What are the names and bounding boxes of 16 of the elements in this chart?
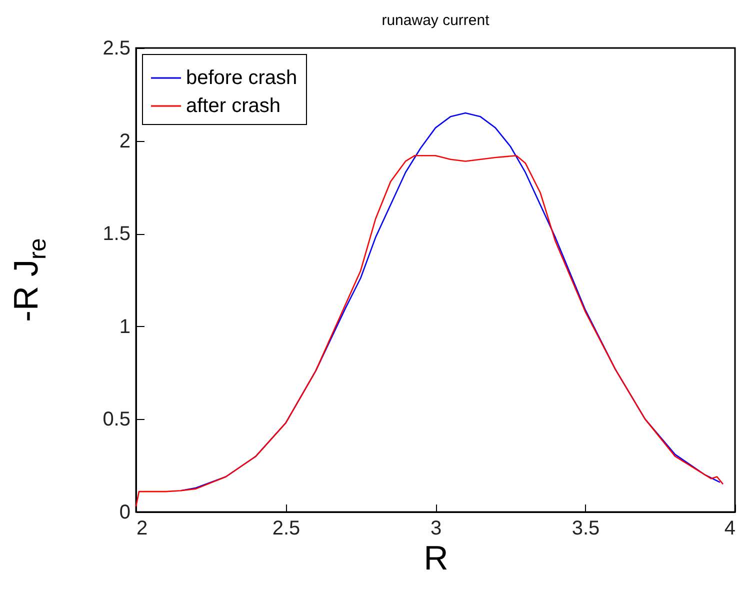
- chart-title: runaway current: [382, 12, 490, 29]
- x-tick-label: 3: [430, 518, 442, 540]
- y-tick-label: 0.5: [102, 408, 130, 431]
- x-tick-label: 2: [136, 518, 148, 540]
- x-tick-label: 3.5: [572, 518, 600, 540]
- line-series: [135, 155, 724, 508]
- y-tick-label: 1: [119, 316, 130, 338]
- x-tick-label: 2.5: [272, 518, 300, 540]
- legend-label: after crash: [186, 95, 280, 117]
- y-tick-label: 2: [119, 130, 130, 152]
- y-tick-label: 2.5: [102, 38, 130, 60]
- x-tick-label: 4: [724, 518, 736, 540]
- y-tick-label: 1.5: [102, 223, 130, 246]
- x-axis-title: R: [424, 540, 448, 578]
- y-tick-label: 0: [119, 502, 130, 524]
- legend-label: before crash: [186, 67, 298, 89]
